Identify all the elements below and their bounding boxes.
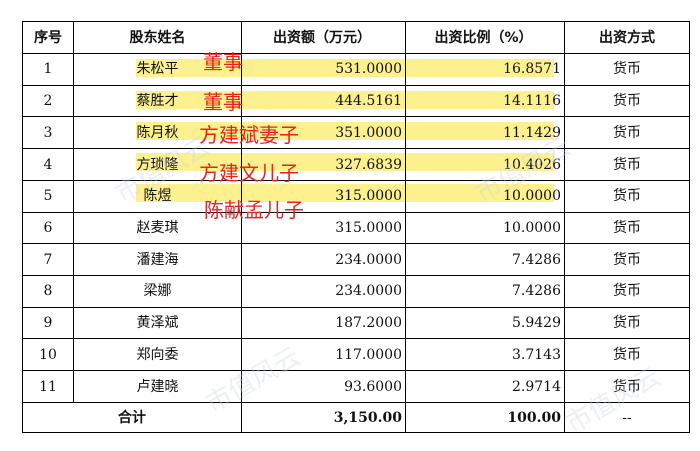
cell-amount: 315.0000 [241, 211, 406, 245]
header-ratio: 出资比例（%） [405, 21, 565, 54]
cell-amount: 234.0000 [241, 275, 406, 308]
cell-method: 货币 [564, 179, 690, 213]
cell-amount: 315.0000 [241, 179, 406, 213]
table-total-row: 合计 3,150.00 100.00 -- [22, 402, 690, 433]
cell-index: 8 [22, 275, 74, 308]
cell-name: 蔡胜才 [73, 84, 242, 118]
cell-method: 货币 [564, 338, 690, 372]
cell-name: 郑向委 [73, 338, 242, 372]
total-ratio: 100.00 [405, 402, 565, 433]
cell-name: 赵麦琪 [73, 211, 242, 245]
shareholder-table: 序号 股东姓名 出资额（万元） 出资比例（%） 出资方式 1 朱松平 531.0… [22, 21, 690, 433]
cell-amount: 234.0000 [241, 243, 406, 277]
cell-index: 3 [22, 116, 74, 150]
annotation-director-1: 董事 [203, 50, 243, 74]
table-row: 3 陈月秋 351.0000 11.1429 货币 [22, 116, 690, 150]
table-row: 6 赵麦琪 315.0000 10.0000 货币 [22, 211, 690, 245]
table-row: 1 朱松平 531.0000 16.8571 货币 [22, 53, 690, 86]
cell-amount: 93.6000 [241, 370, 406, 403]
cell-name: 陈月秋 [73, 116, 242, 150]
cell-ratio: 5.9429 [405, 306, 565, 340]
cell-ratio: 3.7143 [405, 338, 565, 372]
cell-amount: 531.0000 [241, 53, 406, 86]
annotation-son-1: 方建文儿子 [199, 161, 299, 185]
table-row: 5 陈煜 315.0000 10.0000 货币 [22, 179, 690, 213]
cell-name: 方琐隆 [73, 148, 242, 181]
cell-name: 潘建海 [73, 243, 242, 277]
table-row: 7 潘建海 234.0000 7.4286 货币 [22, 243, 690, 277]
total-method: -- [564, 402, 690, 433]
header-amount: 出资额（万元） [241, 21, 406, 54]
cell-index: 7 [22, 243, 74, 277]
annotation-son-2: 陈献孟儿子 [204, 198, 304, 222]
cell-method: 货币 [564, 53, 690, 86]
header-index: 序号 [22, 21, 74, 54]
table-row: 10 郑向委 117.0000 3.7143 货币 [22, 338, 690, 372]
table-row: 8 梁娜 234.0000 7.4286 货币 [22, 275, 690, 308]
table-row: 11 卢建晓 93.6000 2.9714 货币 [22, 370, 690, 403]
cell-index: 11 [22, 370, 74, 403]
cell-method: 货币 [564, 306, 690, 340]
annotation-wife: 方建斌妻子 [199, 123, 299, 147]
cell-name: 朱松平 [73, 53, 242, 86]
cell-method: 货币 [564, 275, 690, 308]
cell-name: 卢建晓 [73, 370, 242, 403]
cell-ratio: 10.4026 [405, 148, 565, 181]
cell-name: 黄泽斌 [73, 306, 242, 340]
cell-amount: 187.2000 [241, 306, 406, 340]
cell-method: 货币 [564, 243, 690, 277]
cell-name: 梁娜 [73, 275, 242, 308]
table-row: 4 方琐隆 327.6839 10.4026 货币 [22, 148, 690, 181]
cell-amount: 351.0000 [241, 116, 406, 150]
header-name: 股东姓名 [73, 21, 242, 54]
cell-index: 4 [22, 148, 74, 181]
cell-method: 货币 [564, 211, 690, 245]
table-header-row: 序号 股东姓名 出资额（万元） 出资比例（%） 出资方式 [22, 21, 690, 54]
cell-ratio: 14.1116 [405, 84, 565, 118]
cell-amount: 444.5161 [241, 84, 406, 118]
cell-index: 10 [22, 338, 74, 372]
cell-ratio: 10.0000 [405, 211, 565, 245]
cell-ratio: 7.4286 [405, 243, 565, 277]
total-amount: 3,150.00 [241, 402, 406, 433]
cell-method: 货币 [564, 116, 690, 150]
table-row: 2 蔡胜才 444.5161 14.1116 货币 [22, 84, 690, 118]
cell-ratio: 2.9714 [405, 370, 565, 403]
cell-method: 货币 [564, 84, 690, 118]
annotation-director-2: 董事 [203, 90, 243, 114]
cell-index: 2 [22, 84, 74, 118]
cell-index: 9 [22, 306, 74, 340]
table-row: 9 黄泽斌 187.2000 5.9429 货币 [22, 306, 690, 340]
header-method: 出资方式 [564, 21, 690, 54]
cell-method: 货币 [564, 148, 690, 181]
cell-ratio: 7.4286 [405, 275, 565, 308]
cell-amount: 327.6839 [241, 148, 406, 181]
cell-index: 6 [22, 211, 74, 245]
total-label: 合计 [22, 402, 242, 433]
cell-ratio: 16.8571 [405, 53, 565, 86]
cell-index: 1 [22, 53, 74, 86]
cell-index: 5 [22, 179, 74, 213]
cell-ratio: 11.1429 [405, 116, 565, 150]
